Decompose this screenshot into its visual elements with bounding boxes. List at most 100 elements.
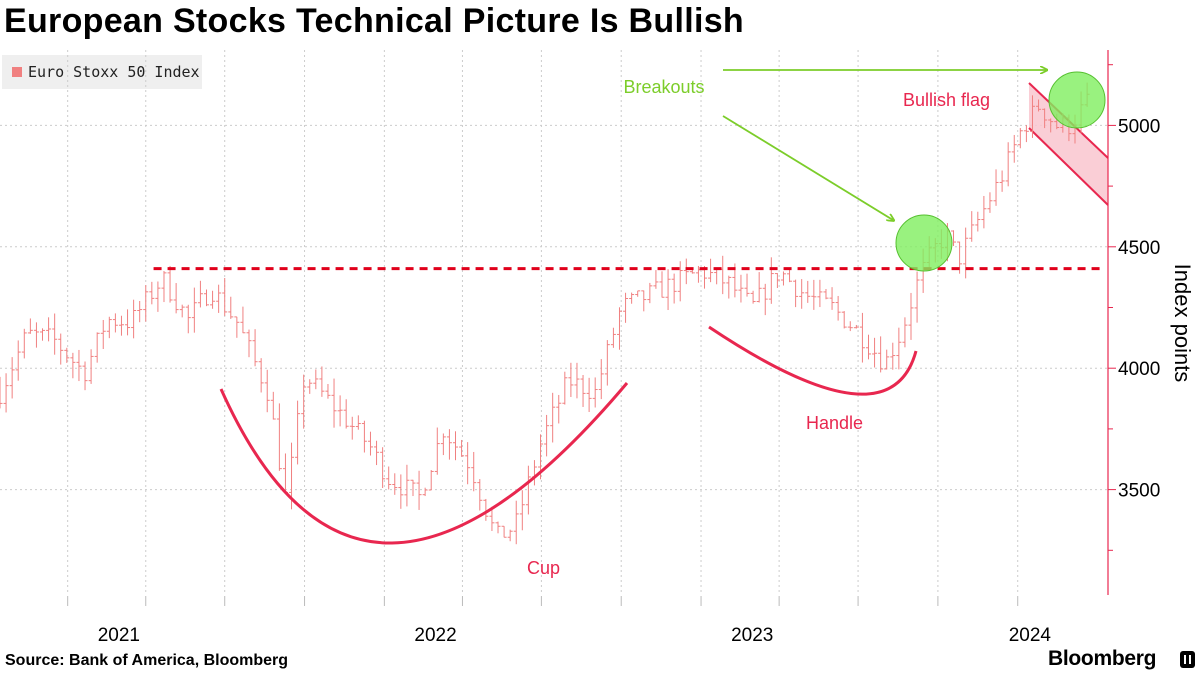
price-bar xyxy=(149,281,155,305)
price-bar xyxy=(829,287,835,310)
price-bar xyxy=(598,359,604,400)
price-bar xyxy=(720,255,726,295)
price-bar xyxy=(398,474,404,509)
price-bar xyxy=(604,340,610,386)
price-bar xyxy=(623,292,629,323)
price-bar xyxy=(240,306,246,334)
price-bar xyxy=(331,378,337,428)
grid-layer xyxy=(0,50,1108,606)
price-bar xyxy=(805,280,811,303)
price-bar xyxy=(179,304,185,318)
price-bar xyxy=(908,292,914,340)
arrow-layer xyxy=(722,70,1046,220)
price-bar xyxy=(999,170,1005,192)
price-bar xyxy=(635,290,641,297)
price-bar xyxy=(495,521,501,534)
price-bar xyxy=(386,466,392,490)
price-bar xyxy=(106,316,112,339)
price-bar xyxy=(969,211,975,242)
price-bar xyxy=(367,431,373,456)
price-bar xyxy=(161,270,167,303)
price-bar xyxy=(301,374,307,429)
price-bar xyxy=(264,369,270,413)
y-tick-label: 4500 xyxy=(1118,238,1160,259)
y-tick-label: 5000 xyxy=(1118,116,1160,137)
price-bar xyxy=(817,279,823,308)
price-bar xyxy=(1042,108,1048,129)
axis-layer: 3500 4000 4500 5000 Index points 2021 2022 2023… xyxy=(98,50,1195,646)
price-bar xyxy=(865,334,871,360)
price-bar xyxy=(683,258,689,285)
price-bars-layer xyxy=(0,82,1090,545)
price-bar xyxy=(313,369,319,390)
price-bar xyxy=(799,279,805,309)
price-bar xyxy=(446,429,452,460)
price-bar xyxy=(708,258,714,283)
price-bar xyxy=(762,283,768,316)
price-bar xyxy=(902,317,908,348)
annotation-cup: Cup xyxy=(527,558,560,578)
price-bar xyxy=(361,420,367,453)
price-bar xyxy=(853,324,859,329)
price-bar xyxy=(580,375,586,407)
price-bar xyxy=(568,362,574,397)
price-bar xyxy=(167,265,173,303)
price-bar xyxy=(440,433,446,456)
price-bar xyxy=(282,453,288,494)
price-bar xyxy=(1017,128,1023,149)
price-bar xyxy=(234,316,240,338)
price-bar xyxy=(1029,95,1035,138)
price-bar xyxy=(1005,142,1011,187)
price-bar xyxy=(307,379,313,394)
price-bar xyxy=(884,349,890,370)
price-bar xyxy=(647,282,653,304)
breakout-arrow-2 xyxy=(722,115,893,220)
price-bar xyxy=(276,403,282,471)
price-bar xyxy=(295,400,301,465)
price-bar xyxy=(46,317,52,342)
price-bar xyxy=(337,395,343,427)
annotation-handle: Handle xyxy=(806,413,863,433)
price-bar xyxy=(228,296,234,319)
price-bar xyxy=(185,304,191,334)
price-bar xyxy=(380,447,386,489)
price-bar xyxy=(94,332,100,363)
price-bar xyxy=(21,328,27,359)
bloomberg-logo: Bloomberg xyxy=(1048,647,1157,670)
price-bar xyxy=(76,349,82,382)
price-bar xyxy=(726,275,732,299)
price-bar xyxy=(349,416,355,440)
price-bar xyxy=(750,290,756,304)
price-bar xyxy=(951,230,957,246)
annotation-label-layer: Breakouts Bullish flag Cup Handle xyxy=(527,77,990,578)
price-bar xyxy=(70,352,76,379)
legend-swatch xyxy=(12,67,22,77)
price-bar xyxy=(477,479,483,511)
price-bar xyxy=(659,271,665,298)
price-bar xyxy=(9,357,15,399)
price-bar xyxy=(40,328,46,341)
y-axis-label: Index points xyxy=(1170,264,1195,383)
price-bar xyxy=(993,169,999,206)
price-bar xyxy=(173,283,179,314)
x-tick-label: 2022 xyxy=(414,625,456,646)
price-bar xyxy=(3,373,9,413)
price-bar xyxy=(957,241,963,274)
price-bar xyxy=(592,377,598,408)
price-bar xyxy=(112,313,118,333)
price-bar xyxy=(671,273,677,304)
price-bar xyxy=(27,318,33,334)
price-bar xyxy=(100,319,106,350)
price-bar xyxy=(1023,125,1029,143)
price-bar xyxy=(118,315,124,336)
price-bar xyxy=(15,340,21,381)
y-tick-label: 4000 xyxy=(1118,359,1160,380)
bloomberg-badge-icon xyxy=(1180,651,1195,668)
annotation-bullish-flag: Bullish flag xyxy=(903,90,990,110)
price-bar xyxy=(738,274,744,303)
price-bar xyxy=(319,366,325,397)
price-bar xyxy=(434,427,440,475)
price-bar xyxy=(501,525,507,538)
price-bar xyxy=(677,261,683,302)
